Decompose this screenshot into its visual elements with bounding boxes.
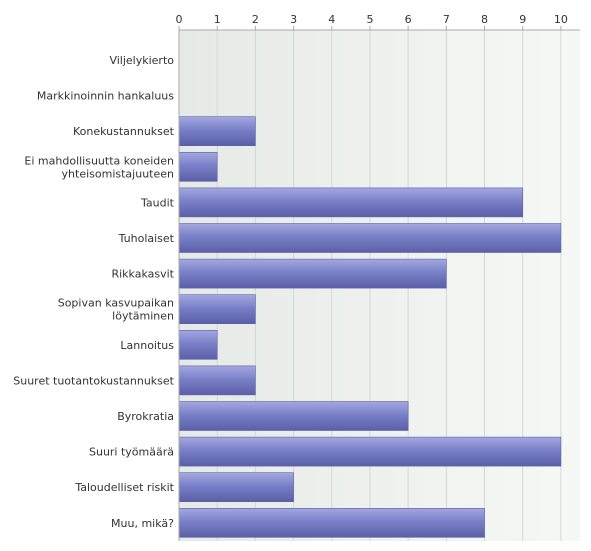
- category-label: Konekustannukset: [73, 125, 175, 138]
- bar: [178, 187, 524, 218]
- x-tick-label: 4: [328, 13, 335, 26]
- bar: [178, 507, 485, 538]
- bar: [178, 294, 256, 325]
- x-tick-label: 1: [214, 13, 221, 26]
- bar: [178, 436, 562, 467]
- category-label: Lannoitus: [120, 339, 174, 352]
- category-label: Tuholaiset: [118, 232, 175, 245]
- category-label: Ei mahdollisuutta koneiden yhteisomistaju…: [24, 154, 174, 180]
- bar: [178, 472, 294, 503]
- x-tick-label: 6: [405, 13, 412, 26]
- category-label: Taloudelliset riskit: [74, 481, 174, 494]
- category-label: Byrokratia: [117, 410, 174, 423]
- x-tick-label: 3: [290, 13, 297, 26]
- category-label: Viljelykierto: [109, 54, 174, 67]
- category-labels: Viljelykierto Markkinoinnin hankaluus Kone…: [13, 54, 174, 530]
- x-tick-label: 0: [176, 13, 183, 26]
- x-tick-label: 10: [554, 13, 568, 26]
- bar: [178, 365, 256, 396]
- category-label: Muu, mikä?: [111, 517, 174, 530]
- x-tick-label: 7: [443, 13, 450, 26]
- category-label: Taudit: [140, 196, 175, 209]
- category-label: Sopivan kasvupaikan löytäminen: [58, 297, 174, 323]
- bar: [178, 329, 218, 360]
- x-axis-ticks: 0 1 2 3 4 5 6 7 8 9 10: [176, 13, 568, 30]
- bar: [178, 116, 256, 146]
- bar: [178, 258, 447, 289]
- category-label: Rikkakasvit: [111, 268, 174, 281]
- x-tick-label: 2: [252, 13, 259, 26]
- bar: [178, 223, 562, 253]
- bar: [178, 401, 409, 431]
- category-label: Suuret tuotantokustannukset: [13, 374, 174, 387]
- x-tick-label: 5: [366, 13, 373, 26]
- x-tick-label: 8: [481, 13, 488, 26]
- x-tick-label: 9: [519, 13, 526, 26]
- bars: [178, 116, 562, 538]
- bar: [178, 152, 218, 182]
- category-label: Markkinoinnin hankaluus: [37, 90, 174, 103]
- category-label: Suuri työmäärä: [89, 446, 174, 459]
